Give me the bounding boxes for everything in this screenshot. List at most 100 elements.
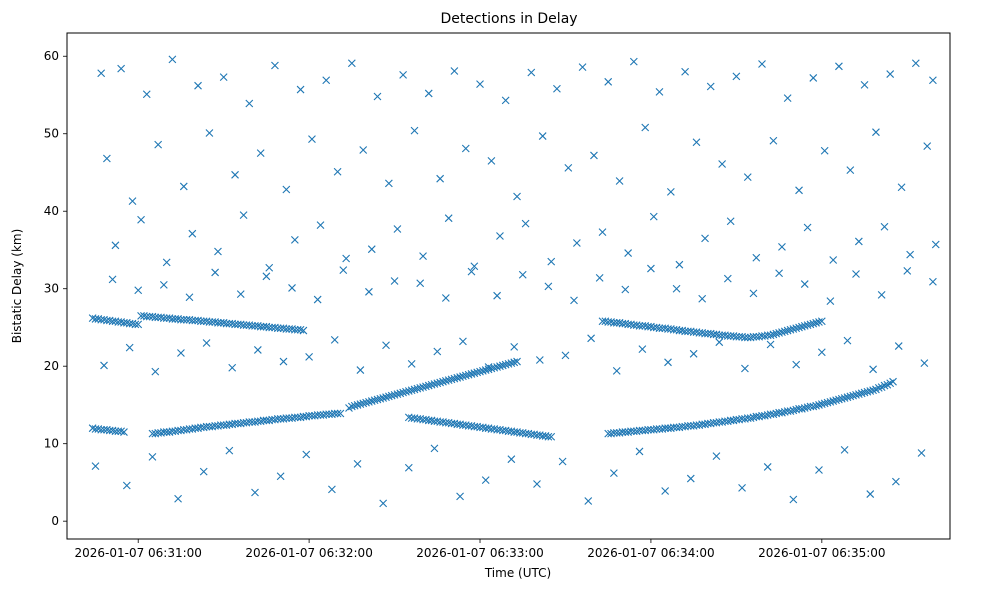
- scatter-point: [359, 399, 368, 408]
- scatter-point: [168, 55, 177, 64]
- scatter-point: [772, 329, 781, 338]
- scatter-point: [487, 156, 496, 165]
- scatter-point: [547, 432, 556, 441]
- scatter-point: [843, 336, 852, 345]
- scatter-point: [424, 381, 433, 390]
- scatter-point: [333, 167, 342, 176]
- scatter-point: [504, 359, 513, 368]
- scatter-point: [276, 472, 285, 481]
- scatter-point: [746, 414, 755, 423]
- scatter-point: [222, 319, 231, 328]
- scatter-point: [513, 192, 521, 201]
- scatter-point: [97, 425, 106, 434]
- scatter-point: [387, 391, 396, 400]
- scatter-point: [402, 387, 410, 396]
- scatter-point: [179, 315, 188, 324]
- scatter-point: [778, 328, 786, 336]
- scatter-point: [256, 322, 265, 331]
- scatter-point: [282, 325, 291, 333]
- scatter-point: [664, 358, 672, 367]
- scatter-point: [692, 138, 701, 147]
- scatter-point: [689, 349, 698, 358]
- scatter-point: [647, 264, 655, 273]
- scatter-point: [444, 376, 453, 385]
- scatter-point: [809, 319, 818, 328]
- scatter-point: [313, 295, 322, 304]
- scatter-point: [384, 179, 393, 188]
- scatter-point: [587, 334, 595, 343]
- scatter-point: [131, 320, 140, 329]
- scatter-point: [872, 128, 880, 137]
- scatter-point: [812, 401, 821, 410]
- scatter-point: [835, 62, 843, 71]
- scatter-point: [484, 365, 493, 374]
- scatter-point: [413, 384, 422, 393]
- scatter-point: [296, 325, 305, 334]
- scatter-point: [159, 428, 168, 436]
- scatter-point: [259, 416, 268, 425]
- scatter-point: [803, 321, 812, 330]
- scatter-point: [399, 70, 407, 79]
- scatter-point: [473, 368, 482, 377]
- scatter-point: [698, 294, 707, 303]
- scatter-point: [262, 272, 271, 281]
- scatter-point: [649, 212, 658, 221]
- scatter-point: [199, 467, 208, 476]
- scatter-point: [618, 428, 627, 436]
- scatter-point: [128, 197, 137, 206]
- scatter-point: [308, 135, 316, 144]
- scatter-point: [328, 485, 336, 494]
- scatter-point: [635, 447, 644, 456]
- scatter-point: [322, 76, 331, 85]
- scatter-point: [447, 375, 456, 384]
- scatter-point: [929, 76, 937, 85]
- scatter-point: [336, 409, 345, 418]
- y-tick-label: 0: [51, 514, 59, 528]
- scatter-point: [866, 387, 875, 395]
- scatter-point: [929, 277, 937, 286]
- scatter-point: [911, 59, 920, 68]
- scatter-point: [382, 341, 390, 350]
- scatter-point: [125, 343, 134, 352]
- scatter-point: [681, 327, 689, 336]
- scatter-point: [205, 129, 214, 137]
- scatter-point: [795, 323, 803, 332]
- scatter-point: [743, 173, 752, 182]
- scatter-point: [450, 67, 459, 75]
- scatter-point: [120, 428, 128, 436]
- scatter-point: [91, 462, 100, 471]
- scatter-point: [732, 332, 741, 341]
- scatter-point: [248, 322, 257, 330]
- scatter-point: [342, 254, 351, 263]
- y-axis-label: Bistatic Delay (km): [10, 229, 24, 344]
- scatter-point: [367, 245, 376, 254]
- scatter-point: [424, 89, 433, 98]
- scatter-point: [501, 360, 510, 369]
- x-tick-label: 2026-01-07 06:33:00: [416, 546, 543, 560]
- scatter-point: [179, 182, 188, 191]
- scatter-point: [253, 346, 262, 354]
- scatter-point: [820, 399, 829, 408]
- scatter-point: [769, 410, 778, 419]
- scatter-point: [889, 377, 897, 386]
- scatter-point: [820, 146, 829, 155]
- scatter-point: [815, 466, 823, 474]
- scatter-point: [789, 495, 798, 504]
- scatter-point: [521, 219, 530, 228]
- scatter-point: [373, 395, 382, 404]
- scatter-point: [316, 221, 325, 230]
- scatter-point: [282, 414, 291, 423]
- scatter-point: [404, 387, 413, 395]
- scatter-point: [610, 318, 618, 327]
- scatter-point: [265, 263, 274, 272]
- scatter-point: [370, 396, 379, 405]
- scatter-point: [134, 286, 143, 295]
- scatter-point: [780, 327, 789, 336]
- scatter-point: [102, 154, 111, 163]
- scatter-point: [330, 335, 339, 344]
- scatter-point: [100, 361, 108, 370]
- scatter-point: [410, 385, 419, 394]
- scatter-point: [769, 136, 778, 145]
